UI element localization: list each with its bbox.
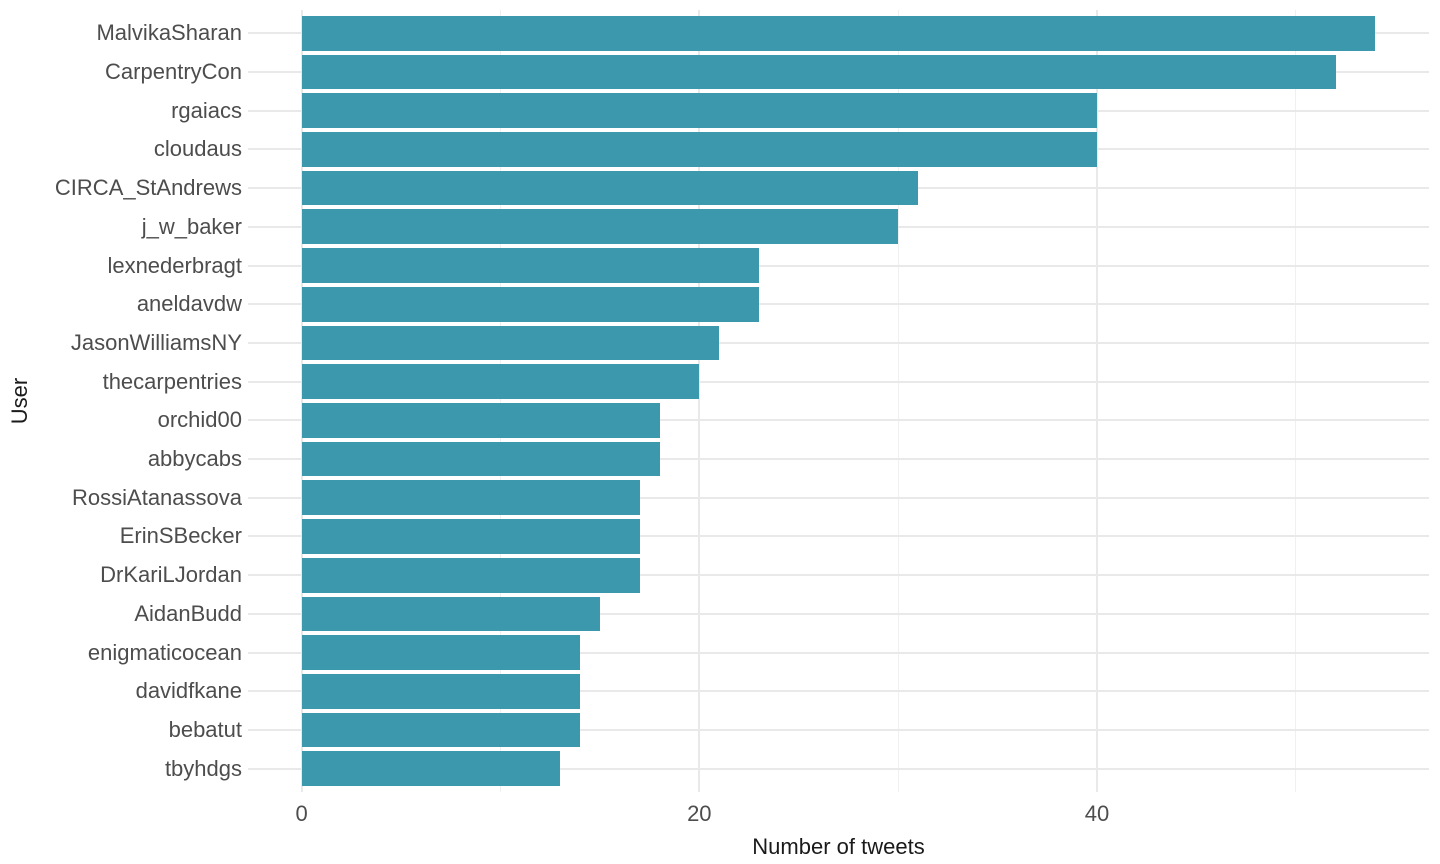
bar-CIRCA_StAndrews xyxy=(301,170,919,206)
y-axis-label: j_w_baker xyxy=(141,213,242,239)
y-axis-label: RossiAtanassova xyxy=(72,484,242,510)
gridline-minor-x30 xyxy=(897,10,899,792)
bar-bebatut xyxy=(301,712,581,748)
gridline-row xyxy=(248,380,1429,383)
bar-enigmaticocean xyxy=(301,635,581,671)
gridline-row xyxy=(248,303,1429,306)
bar-JasonWilliamsNY xyxy=(301,325,720,361)
gridline-row xyxy=(248,496,1429,499)
y-axis-label: CarpentryCon xyxy=(105,58,242,84)
x-axis-tick-label: 40 xyxy=(1084,801,1110,826)
bar-aneldavdw xyxy=(301,286,759,322)
y-axis-label: tbyhdgs xyxy=(164,755,242,781)
bar-RossiAtanassova xyxy=(301,480,640,516)
x-axis-title: Number of tweets xyxy=(752,834,925,859)
bar-orchid00 xyxy=(301,402,660,438)
y-axis-label: JasonWilliamsNY xyxy=(70,329,242,355)
bar-MalvikaSharan xyxy=(301,15,1376,51)
gridline-row xyxy=(248,729,1429,732)
y-axis-label: thecarpentries xyxy=(102,368,242,394)
gridline-row xyxy=(248,341,1429,344)
y-axis-label: rgaiacs xyxy=(171,97,242,123)
x-axis-tick-label: 20 xyxy=(687,801,712,826)
y-axis-label: davidfkane xyxy=(135,678,242,704)
y-axis-label: cloudaus xyxy=(153,136,242,162)
bar-DrKariLJordan xyxy=(301,557,640,593)
gridline-row xyxy=(248,574,1429,577)
y-axis-label: ErinSBecker xyxy=(119,523,242,549)
gridline-minor-x50 xyxy=(1295,10,1297,792)
y-axis-label: MalvikaSharan xyxy=(96,20,242,46)
y-axis-label: orchid00 xyxy=(157,407,242,433)
bar-j_w_baker xyxy=(301,209,899,245)
y-axis-label: lexnederbragt xyxy=(107,252,242,278)
gridline-minor-x10 xyxy=(500,10,501,792)
bar-thecarpentries xyxy=(301,364,700,400)
y-axis-label: bebatut xyxy=(168,717,242,743)
y-axis-label: abbycabs xyxy=(147,446,242,472)
bar-lexnederbragt xyxy=(301,248,759,283)
bar-ErinSBecker xyxy=(301,519,640,554)
gridline-row xyxy=(248,535,1429,538)
bar-abbycabs xyxy=(301,441,660,477)
gridline-row xyxy=(248,690,1429,693)
gridline-row xyxy=(248,264,1429,267)
bar-cloudaus xyxy=(301,131,1097,167)
bar-davidfkane xyxy=(301,673,581,709)
y-axis-label: enigmaticocean xyxy=(87,639,242,665)
y-axis-label: aneldavdw xyxy=(136,291,242,317)
gridline-row xyxy=(248,651,1429,654)
x-axis-tick-label: 0 xyxy=(295,801,308,826)
y-axis-title: User xyxy=(7,377,32,425)
gridline-major-x40 xyxy=(1095,10,1098,792)
gridline-major-x20 xyxy=(698,10,701,792)
bar-tbyhdgs xyxy=(301,751,561,787)
gridline-row xyxy=(248,612,1429,615)
y-axis-label: AidanBudd xyxy=(134,600,242,626)
gridline-row xyxy=(248,458,1429,461)
y-axis-label: CIRCA_StAndrews xyxy=(54,175,242,201)
y-axis-label: DrKariLJordan xyxy=(100,562,242,588)
bar-AidanBudd xyxy=(301,596,600,632)
gridline-major-x0 xyxy=(300,10,303,792)
gridline-row xyxy=(248,419,1429,422)
plot-panel xyxy=(248,10,1429,792)
bar-CarpentryCon xyxy=(301,54,1336,90)
gridline-row xyxy=(248,767,1429,770)
bar-rgaiacs xyxy=(301,93,1097,129)
